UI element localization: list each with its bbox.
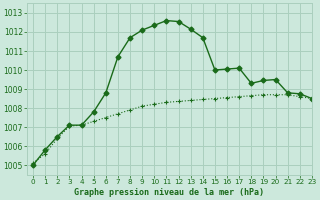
X-axis label: Graphe pression niveau de la mer (hPa): Graphe pression niveau de la mer (hPa) xyxy=(75,188,264,197)
